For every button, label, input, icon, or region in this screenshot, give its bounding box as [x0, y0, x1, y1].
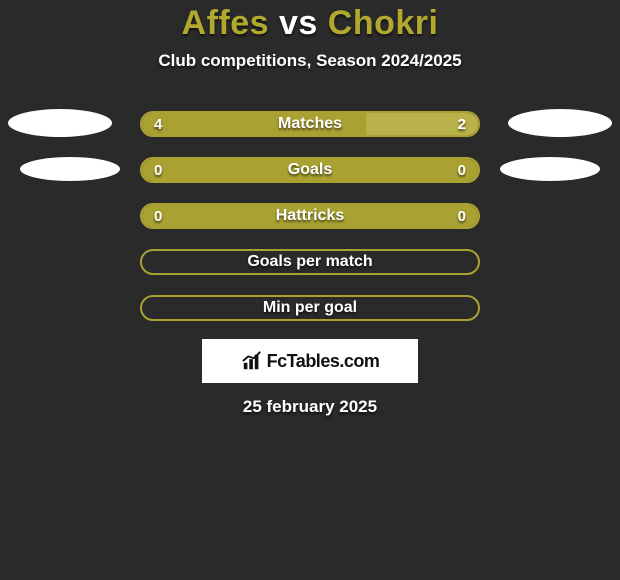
- stat-row: Goals per match: [0, 239, 620, 285]
- stat-row: 0 0 Goals: [0, 147, 620, 193]
- bar-chart-icon: [241, 350, 263, 372]
- player2-ellipse: [500, 157, 600, 181]
- vs-text: vs: [279, 4, 318, 42]
- player2-name: Chokri: [328, 4, 439, 42]
- player1-name: Affes: [182, 4, 270, 42]
- stat-row: Min per goal: [0, 285, 620, 331]
- subtitle: Club competitions, Season 2024/2025: [0, 51, 620, 71]
- stat-value-right: 2: [458, 113, 466, 135]
- stat-bar: 4 2 Matches: [140, 111, 480, 137]
- brand-box: FcTables.com: [202, 339, 418, 383]
- stat-value-left: 0: [154, 205, 162, 227]
- stat-value-left: 0: [154, 159, 162, 181]
- stat-label: Hattricks: [276, 207, 344, 225]
- brand-text: FcTables.com: [267, 351, 380, 372]
- stat-bar: 0 0 Hattricks: [140, 203, 480, 229]
- stat-row: 4 2 Matches: [0, 101, 620, 147]
- page-title: Affes vs Chokri: [0, 4, 620, 43]
- stat-label: Min per goal: [263, 299, 357, 317]
- stat-row: 0 0 Hattricks: [0, 193, 620, 239]
- stat-rows: 4 2 Matches 0 0 Goals 0 0 Hattricks Goals per mat…: [0, 101, 620, 331]
- infographic: Affes vs Chokri Club competitions, Seaso…: [0, 0, 620, 580]
- stat-value-right: 0: [458, 159, 466, 181]
- player1-ellipse: [20, 157, 120, 181]
- stat-value-right: 0: [458, 205, 466, 227]
- player2-ellipse: [508, 109, 612, 137]
- date-text: 25 february 2025: [0, 397, 620, 417]
- stat-value-left: 4: [154, 113, 162, 135]
- stat-label: Matches: [278, 115, 342, 133]
- stat-label: Goals per match: [247, 253, 372, 271]
- stat-bar: Goals per match: [140, 249, 480, 275]
- stat-label: Goals: [288, 161, 332, 179]
- stat-bar: Min per goal: [140, 295, 480, 321]
- player1-ellipse: [8, 109, 112, 137]
- stat-bar: 0 0 Goals: [140, 157, 480, 183]
